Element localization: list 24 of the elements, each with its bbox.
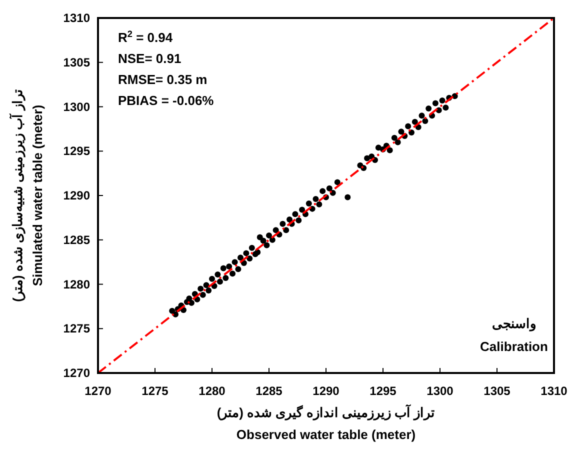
annotation: R$^{2}$ = 0.94 xyxy=(118,29,174,45)
y-tick-label: 1280 xyxy=(63,277,90,292)
y-tick-label: 1285 xyxy=(63,232,90,247)
x-tick-label: 1300 xyxy=(426,384,454,398)
annotation: RMSE= 0.35 m xyxy=(118,72,208,87)
y-tick-label: 1290 xyxy=(63,188,90,202)
x-tick-label: 1280 xyxy=(198,384,226,398)
y-tick-label: 1295 xyxy=(63,144,90,158)
x-tick-label: 1270 xyxy=(84,384,112,398)
annotation: واسنجی xyxy=(492,316,536,332)
x-tick-label: 1290 xyxy=(312,384,340,398)
x-tick-label: 1305 xyxy=(484,384,511,398)
x-tick-label: 1275 xyxy=(142,384,169,398)
x-tick-label: 1295 xyxy=(370,384,397,398)
y-tick-label: 1300 xyxy=(63,100,90,114)
x-tick-label: 1285 xyxy=(256,384,283,398)
y-tick-label: 1275 xyxy=(63,322,90,336)
annotation: PBIAS = -0.06% xyxy=(118,93,214,108)
annotation: Calibration xyxy=(480,339,548,354)
y-tick-label: 1305 xyxy=(63,55,90,70)
x-tick-label: 1310 xyxy=(540,384,568,398)
annotation: NSE= 0.91 xyxy=(118,51,182,66)
y-tick-label: 1310 xyxy=(63,11,90,25)
y-tick-label: 1270 xyxy=(63,366,90,380)
